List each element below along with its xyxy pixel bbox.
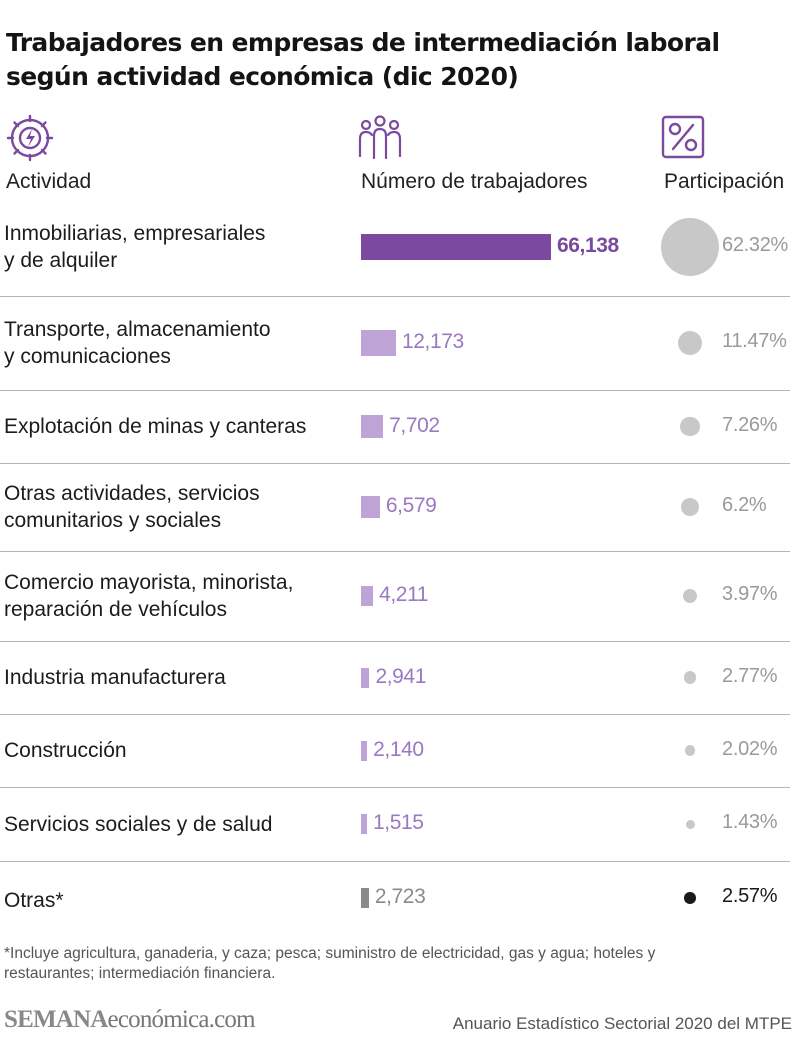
bar-value-label: 2,140 — [373, 737, 424, 761]
row-divider — [0, 296, 790, 297]
share-bubble — [684, 892, 696, 904]
chart-table: Inmobiliarias, empresariales y de alquile… — [0, 198, 800, 938]
column-header-workers: Número de trabajadores — [361, 170, 588, 193]
row-divider — [0, 641, 790, 642]
bar — [361, 585, 374, 607]
row-label: Inmobiliarias, empresariales y de alquile… — [4, 222, 266, 272]
brand-logo: SEMANAeconómica.com — [4, 1006, 256, 1033]
bar — [361, 330, 396, 356]
bar — [361, 414, 384, 439]
share-bubble — [684, 745, 696, 756]
share-label: 62.32% — [722, 234, 789, 256]
share-bubble — [683, 671, 697, 684]
share-bubble — [680, 416, 700, 437]
bar-value-label: 66,138 — [557, 234, 619, 257]
table-row: Comercio mayorista, minorista, reparación… — [0, 551, 800, 641]
share-label: 1.43% — [722, 811, 778, 833]
row-divider — [0, 787, 790, 788]
source-note: Anuario Estadístico Sectorial 2020 del M… — [452, 1014, 792, 1033]
row-label: Transporte, almacenamiento y comunicacion… — [4, 318, 271, 368]
bar-value-label: 6,579 — [385, 494, 437, 517]
row-divider — [0, 390, 790, 391]
bar — [361, 234, 551, 260]
row-label: Construcción — [4, 739, 127, 762]
row-divider — [0, 463, 790, 464]
share-label: 2.02% — [722, 737, 778, 760]
table-row: Servicios sociales y de salud 1,515 1.43% — [0, 787, 800, 861]
row-label: Servicios sociales y de salud — [4, 812, 273, 836]
share-label: 11.47% — [722, 330, 787, 352]
table-row: Transporte, almacenamiento y comunicacion… — [0, 296, 800, 390]
bar-value-label: 12,173 — [401, 330, 464, 353]
share-label: 2.77% — [722, 664, 778, 687]
percent-icon — [661, 115, 705, 159]
chart-title: Trabajadores en empresas de intermediaci… — [6, 28, 720, 91]
bar — [361, 740, 368, 761]
row-label: Explotación de minas y canteras — [4, 415, 307, 438]
table-row: Explotación de minas y canteras 7,702 7.26… — [0, 390, 800, 463]
bar-value-label: 7,702 — [389, 413, 440, 437]
row-divider — [0, 714, 790, 715]
bar-value-label: 2,723 — [374, 885, 426, 908]
share-label: 3.97% — [722, 583, 778, 605]
people-group-icon — [358, 115, 402, 160]
bar-value-label: 4,211 — [379, 583, 429, 606]
column-header-activity: Actividad — [6, 170, 92, 193]
row-divider — [0, 551, 790, 552]
gear-lightning-icon — [6, 114, 54, 162]
row-label: Otras* — [4, 888, 64, 912]
share-label: 2.57% — [722, 885, 778, 907]
column-header-share: Participación — [664, 170, 785, 193]
table-row: Otras actividades, servicios comunitarios… — [0, 463, 800, 551]
share-bubble — [661, 218, 719, 276]
share-bubble — [677, 330, 703, 356]
table-row: Construcción 2,140 2.02% — [0, 714, 800, 787]
row-label: Industria manufacturera — [4, 666, 226, 689]
table-row: Industria manufacturera 2,941 2.77% — [0, 641, 800, 714]
row-label: Comercio mayorista, minorista, reparación… — [4, 571, 294, 621]
bar — [361, 888, 369, 908]
table-row: Inmobiliarias, empresariales y de alquile… — [0, 198, 800, 296]
row-label: Otras actividades, servicios comunitarios… — [4, 482, 260, 532]
share-label: 7.26% — [722, 413, 778, 436]
share-bubble — [682, 588, 698, 604]
footnote: *Incluye agricultura, ganaderia, y caza;… — [4, 945, 656, 982]
bar — [361, 814, 367, 834]
bar-value-label: 2,941 — [375, 664, 426, 688]
bar — [361, 667, 370, 688]
share-label: 6.2% — [722, 494, 767, 516]
bar-value-label: 1,515 — [373, 811, 424, 834]
table-row: Otras* 2,723 2.57% — [0, 861, 800, 935]
row-divider — [0, 861, 790, 862]
bar — [361, 495, 380, 519]
share-bubble — [680, 497, 700, 517]
share-bubble — [685, 819, 695, 829]
